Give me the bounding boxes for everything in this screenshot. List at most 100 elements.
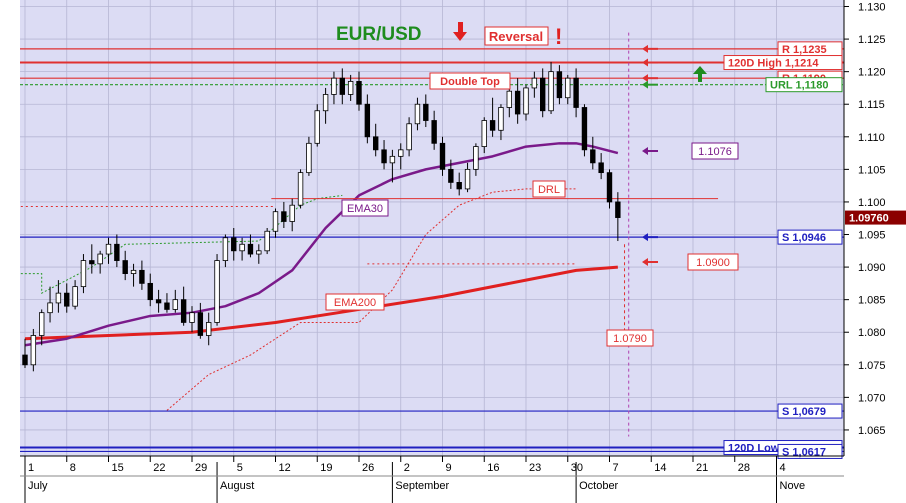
candle-body: [406, 123, 412, 151]
candle-body: [439, 142, 446, 170]
x-tick-label: 29: [195, 462, 207, 474]
candle-body: [506, 90, 512, 108]
left-arrow-head-icon: [642, 44, 648, 53]
ema30-label: EMA30: [347, 203, 383, 215]
candle-body: [289, 204, 295, 222]
candle-body: [105, 243, 112, 255]
candle-body: [22, 354, 28, 366]
y-tick-label: 1.115: [858, 99, 885, 111]
candle-body: [364, 103, 371, 138]
projection-value-label: 1.0790: [613, 333, 647, 345]
left-arrow-head-icon: [642, 80, 648, 89]
y-tick-label: 1.085: [858, 295, 886, 307]
candle-body: [97, 253, 103, 265]
candle-body: [531, 77, 538, 89]
x-tick-label: 22: [153, 462, 165, 474]
plot-background: [20, 0, 844, 456]
month-label: Nove: [780, 480, 806, 492]
ema30-line: [24, 142, 619, 347]
candle-body: [498, 107, 504, 131]
candle-body: [523, 87, 529, 115]
candle-body: [80, 260, 87, 288]
candle-body: [272, 211, 279, 232]
candle-body: [389, 155, 396, 164]
level-label-box: [777, 229, 843, 245]
ema200-arrow-icon-head: [642, 258, 648, 266]
x-tick-label: 14: [654, 462, 666, 474]
x-tick-label: 1: [28, 462, 34, 474]
candle-body: [431, 120, 437, 144]
candle-body: [214, 260, 220, 323]
candle-body: [239, 243, 245, 252]
candle-body: [540, 77, 546, 112]
candle-body: [64, 292, 70, 307]
axis-panel: [844, 0, 906, 456]
y-tick-label: 1.110: [858, 132, 885, 144]
candle-body: [590, 149, 596, 164]
left-arrow-head-icon: [642, 58, 648, 67]
candle-body: [398, 149, 404, 157]
candle-body: [489, 120, 496, 131]
left-arrow-head-icon: [642, 74, 648, 83]
double-top-label-box: [429, 72, 511, 90]
y-axis-ticks: 1.065 1.070 1.075 1.080 1.085 1.090 1.095 1.100…: [844, 2, 886, 437]
x-tick-label: 9: [446, 462, 452, 474]
candle-body: [356, 81, 362, 105]
candle-body: [147, 282, 153, 301]
x-tick-label: 8: [70, 462, 76, 474]
ema30-value-label-box: [691, 142, 739, 160]
y-tick-label: 1.095: [858, 230, 886, 242]
month-label: August: [220, 480, 254, 492]
candle-body: [322, 94, 329, 112]
candle-body: [481, 120, 487, 147]
x-tick-label: 12: [279, 462, 291, 474]
double-top-label: Double Top: [440, 76, 500, 88]
candle-body: [306, 142, 312, 174]
candle-body: [598, 162, 604, 174]
axes: [20, 0, 845, 457]
y-tick-label: 1.105: [858, 164, 886, 176]
candle-body: [130, 269, 137, 275]
candle-body: [581, 107, 588, 151]
level-label: URL 1,1180: [770, 80, 829, 92]
level-label: S 1,0679: [782, 406, 826, 418]
level-label: S 1,0617: [782, 446, 826, 458]
ema200-value-label-box: [687, 253, 739, 271]
candle-body: [606, 172, 613, 203]
month-label: July: [28, 480, 48, 492]
level-label: R 1,1235: [782, 44, 827, 56]
level-label: 120D High 1,1214: [728, 58, 819, 70]
candle-body: [222, 237, 229, 261]
reversal-label: Reversal: [489, 29, 543, 44]
ema30-label-box: [341, 199, 389, 217]
candle-body: [197, 312, 204, 336]
drl-label: DRL: [538, 184, 560, 196]
candle-body: [297, 172, 304, 206]
level-label-box: [723, 55, 843, 71]
candle-body: [164, 302, 170, 310]
candle-body: [464, 168, 471, 190]
y-tick-label: 1.075: [858, 360, 886, 372]
candle-body: [264, 230, 270, 252]
exclamation-mark: !: [555, 24, 562, 49]
ema30-value-label: 1.1076: [698, 146, 732, 158]
candle-body: [381, 149, 387, 164]
up-arrow-icon-stem: [698, 72, 702, 82]
y-tick-label: 1.100: [858, 197, 886, 209]
candle-body: [556, 71, 563, 99]
candle-body: [548, 71, 554, 112]
candle-body: [281, 211, 287, 222]
candle-body: [256, 250, 262, 255]
candle-body: [189, 312, 195, 323]
x-tick-label: 4: [780, 462, 786, 474]
annotations: EUR/USD Reversal ! Double Top DRL EMA30 EMA…: [325, 22, 906, 347]
x-tick-label: 16: [487, 462, 499, 474]
reversal-box: [484, 26, 549, 46]
x-tick-label: 7: [613, 462, 619, 474]
candlesticks: [22, 61, 621, 372]
ema200-label: EMA200: [334, 297, 376, 309]
candle-body: [47, 302, 53, 314]
ema200-dotted-band: [20, 188, 577, 411]
x-tick-label: 28: [738, 462, 750, 474]
y-tick-label: 1.120: [858, 67, 886, 79]
